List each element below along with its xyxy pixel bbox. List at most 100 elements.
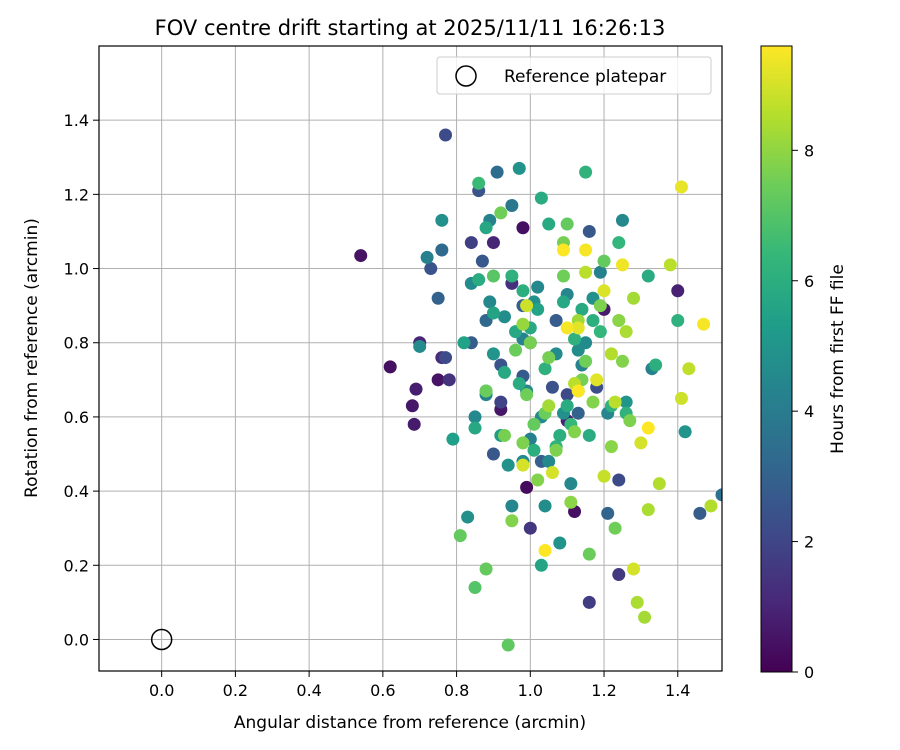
data-point <box>531 302 545 316</box>
x-axis-label: Angular distance from reference (arcmin) <box>234 713 586 733</box>
data-point <box>494 206 508 220</box>
data-point <box>479 221 493 235</box>
data-point <box>475 254 489 268</box>
data-point <box>593 265 607 279</box>
data-point <box>486 236 500 250</box>
data-point <box>597 469 611 483</box>
data-point <box>597 254 611 268</box>
data-point <box>604 347 618 361</box>
data-point <box>464 236 478 250</box>
data-point <box>582 428 596 442</box>
data-point <box>634 436 648 450</box>
colorbar-label: Hours from first FF file <box>828 264 848 454</box>
data-point <box>579 354 593 368</box>
data-point <box>604 440 618 454</box>
data-point <box>354 249 368 263</box>
data-point <box>582 547 596 561</box>
data-point <box>586 313 600 327</box>
data-point <box>516 436 530 450</box>
y-tick-label: 0.8 <box>64 334 89 353</box>
data-point <box>516 317 530 331</box>
data-point <box>420 250 434 264</box>
chart-title: FOV centre drift starting at 2025/11/11 … <box>155 16 666 40</box>
data-point <box>619 325 633 339</box>
data-point <box>439 351 453 365</box>
data-point <box>424 262 438 276</box>
data-point <box>468 581 482 595</box>
data-point <box>704 499 718 513</box>
data-point <box>560 399 574 413</box>
data-point <box>468 410 482 424</box>
data-point <box>612 236 626 250</box>
data-point <box>549 443 563 457</box>
data-point <box>490 165 504 179</box>
data-point <box>615 354 629 368</box>
data-point <box>534 558 548 572</box>
colorbar-tick-label: 6 <box>804 272 814 291</box>
data-point <box>652 477 666 491</box>
data-point <box>579 336 593 350</box>
data-point <box>615 258 629 272</box>
data-point <box>608 395 622 409</box>
data-point <box>545 380 559 394</box>
reference-platepar-marker <box>150 628 173 651</box>
data-point <box>501 638 515 652</box>
x-tick-label: 0.0 <box>149 681 174 700</box>
colorbar-gradient <box>760 45 793 673</box>
data-point <box>505 514 519 528</box>
colorbar-tick-label: 8 <box>804 141 814 160</box>
data-point <box>413 339 427 353</box>
data-point <box>674 180 688 194</box>
data-point <box>715 488 722 502</box>
colorbar-tick-label: 2 <box>804 533 814 552</box>
data-point <box>498 310 512 324</box>
data-point <box>486 306 500 320</box>
y-tick-label: 0.0 <box>64 630 89 649</box>
data-point <box>560 217 574 231</box>
data-point <box>520 480 534 494</box>
data-point <box>638 610 652 624</box>
data-point <box>579 165 593 179</box>
data-point <box>498 365 512 379</box>
data-point <box>527 417 541 431</box>
data-point <box>512 161 526 175</box>
data-point <box>542 399 556 413</box>
data-point <box>627 291 641 305</box>
data-point <box>431 291 445 305</box>
data-point <box>615 213 629 227</box>
data-point <box>512 377 526 391</box>
data-point <box>501 458 515 472</box>
legend-entry-label: Reference platepar <box>504 67 666 87</box>
x-tick-label: 0.8 <box>444 681 469 700</box>
data-point <box>439 128 453 142</box>
data-point <box>697 317 711 331</box>
data-point <box>586 395 600 409</box>
data-point <box>538 499 552 513</box>
data-point <box>571 406 585 420</box>
data-point <box>498 428 512 442</box>
data-point <box>556 269 570 283</box>
data-point <box>494 395 508 409</box>
data-point <box>461 510 475 524</box>
y-axis-label: Rotation from reference (arcmin) <box>22 218 42 498</box>
y-tick-label: 0.2 <box>64 556 89 575</box>
data-point <box>568 332 582 346</box>
data-point <box>486 347 500 361</box>
data-point <box>582 595 596 609</box>
data-point <box>505 198 519 212</box>
colorbar-ticks: 0 2 4 6 8 <box>792 141 814 682</box>
data-point <box>663 258 677 272</box>
data-point <box>671 284 685 298</box>
data-point <box>678 425 692 439</box>
data-point <box>560 321 574 335</box>
data-point <box>516 284 530 298</box>
data-point <box>571 384 585 398</box>
data-point <box>542 351 556 365</box>
x-tick-label: 1.2 <box>591 681 616 700</box>
data-point <box>509 343 523 357</box>
x-tick-label: 1.0 <box>518 681 543 700</box>
x-tick-label: 1.4 <box>665 681 690 700</box>
data-point <box>505 269 519 283</box>
data-point <box>446 432 460 446</box>
